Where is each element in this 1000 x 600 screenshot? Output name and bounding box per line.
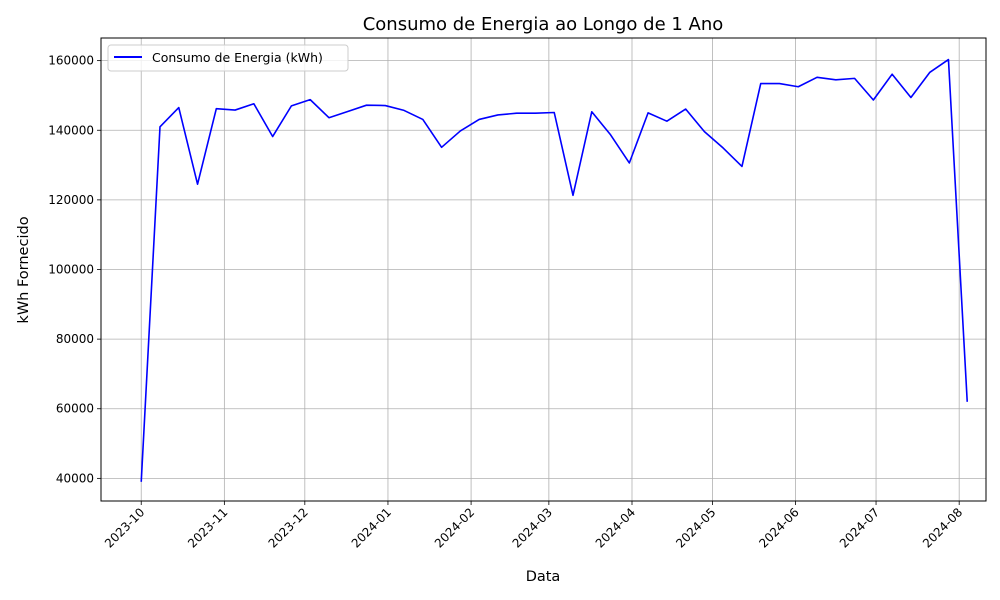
y-gridlines: [101, 60, 986, 479]
y-tick-label: 100000: [48, 263, 94, 277]
y-axis-title: kWh Fornecido: [16, 216, 32, 323]
series-layer: [140, 58, 969, 482]
y-tick-label: 40000: [56, 471, 94, 485]
legend: Consumo de Energia (kWh): [107, 44, 349, 72]
legend-label: Consumo de Energia (kWh): [152, 50, 323, 65]
chart-title: Consumo de Energia ao Longo de 1 Ano: [363, 14, 724, 35]
y-tick-label: 160000: [48, 54, 94, 68]
y-tick-label: 140000: [48, 123, 94, 137]
y-tick-label: 120000: [48, 193, 94, 207]
series-line: [140, 58, 969, 482]
y-tick-label: 80000: [56, 332, 94, 346]
y-axis-ticks: 40000 60000 80000 100000 120000 140000 160000: [48, 54, 101, 485]
legend-box: [107, 44, 349, 72]
x-axis-title: Data: [526, 569, 561, 585]
y-tick-label: 60000: [56, 402, 94, 416]
